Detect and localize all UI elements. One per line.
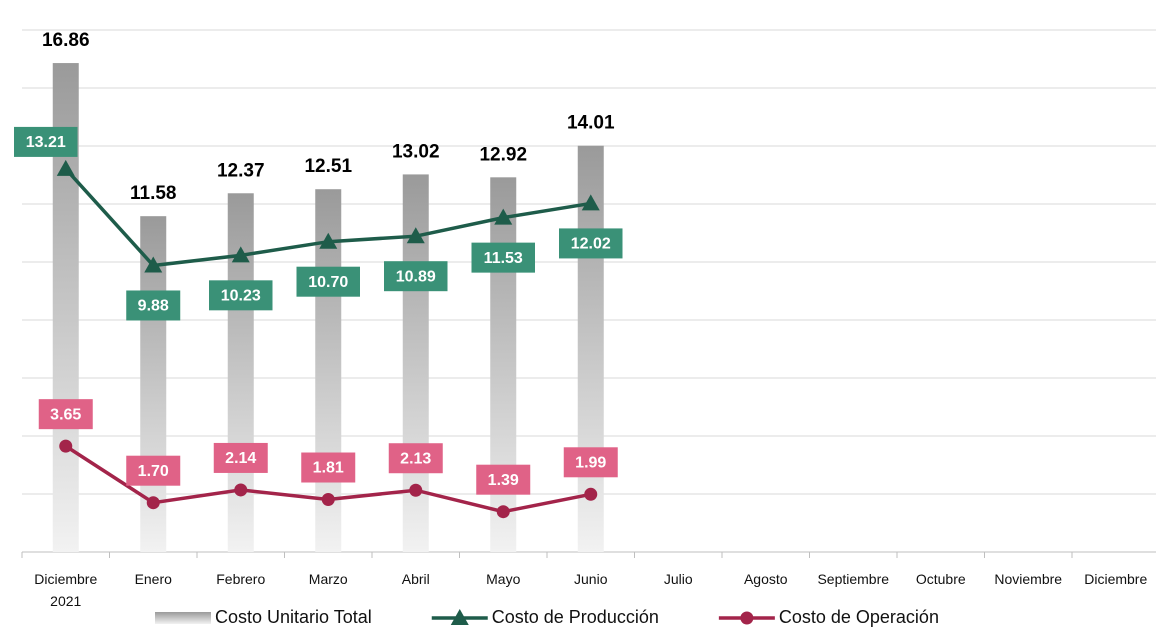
legend-swatch xyxy=(155,612,211,624)
data-label-box xyxy=(388,443,443,474)
bar xyxy=(577,145,604,552)
data-label: 14.01 xyxy=(567,113,615,134)
data-label: 1.39 xyxy=(488,472,519,489)
marker xyxy=(494,208,513,225)
data-label: 13.21 xyxy=(26,134,66,151)
marker xyxy=(321,493,335,507)
data-label-box xyxy=(14,126,78,157)
bar xyxy=(315,189,342,552)
marker xyxy=(319,232,338,249)
data-label: 11.58 xyxy=(130,183,177,204)
data-label-box xyxy=(559,228,623,259)
data-label: 1.99 xyxy=(575,455,606,472)
data-label: 2.13 xyxy=(400,450,431,467)
data-label: 10.89 xyxy=(396,268,436,285)
x-tick-label: Octubre xyxy=(915,571,966,587)
bar xyxy=(490,177,517,552)
legend-marker xyxy=(740,611,754,625)
marker xyxy=(406,227,425,244)
data-label: 12.92 xyxy=(479,144,527,165)
data-label-box xyxy=(471,242,535,273)
data-label-box xyxy=(563,447,618,478)
legend-label: Costo de Producción xyxy=(492,607,659,627)
data-label: 12.02 xyxy=(571,236,611,253)
legend-marker xyxy=(450,609,469,625)
data-label-box xyxy=(213,442,268,473)
x-tick-label: Mayo xyxy=(486,571,521,587)
marker xyxy=(496,505,510,519)
data-label-box xyxy=(301,452,356,483)
data-label: 12.51 xyxy=(304,156,352,177)
marker xyxy=(146,496,160,510)
data-label: 9.88 xyxy=(138,298,169,315)
data-label: 3.65 xyxy=(50,406,81,423)
marker xyxy=(231,246,250,263)
x-tick-label: Enero xyxy=(134,571,172,587)
data-label: 1.81 xyxy=(313,460,344,477)
data-label-box xyxy=(38,399,93,430)
x-tick-label: Noviembre xyxy=(994,571,1063,587)
data-label: 10.70 xyxy=(308,274,348,291)
x-tick-label: Abril xyxy=(401,571,430,587)
marker xyxy=(59,439,73,453)
data-label: 2.14 xyxy=(225,450,256,467)
data-label: 13.02 xyxy=(392,141,440,162)
marker xyxy=(56,159,75,176)
legend-label: Costo Unitario Total xyxy=(215,607,372,627)
x-tick-label: Marzo xyxy=(308,571,348,587)
marker xyxy=(581,194,600,211)
x-tick-label: Febrero xyxy=(216,571,266,587)
x-tick-label: Septiembre xyxy=(817,571,890,587)
marker xyxy=(144,256,163,273)
legend-label: Costo de Operación xyxy=(779,607,939,627)
data-label: 11.53 xyxy=(484,250,523,267)
data-label: 16.86 xyxy=(42,30,90,51)
data-label: 1.70 xyxy=(138,463,169,480)
x-tick-label: Junio xyxy=(574,571,608,587)
x-tick-label: Agosto xyxy=(743,571,788,587)
data-label-box xyxy=(209,280,273,311)
x-tick-label: Diciembre 2021 xyxy=(34,571,98,609)
data-label-box xyxy=(126,455,181,486)
x-tick-label: Julio xyxy=(663,571,693,587)
data-label-box xyxy=(476,464,531,495)
marker xyxy=(234,483,248,497)
marker xyxy=(409,483,423,497)
data-label: 12.37 xyxy=(217,160,265,181)
data-label-box xyxy=(296,266,360,297)
x-tick-label: Diciembre xyxy=(1084,571,1148,587)
marker xyxy=(584,487,598,501)
data-label: 10.23 xyxy=(221,288,261,305)
data-label-box xyxy=(384,261,448,292)
data-label-box xyxy=(126,290,181,321)
